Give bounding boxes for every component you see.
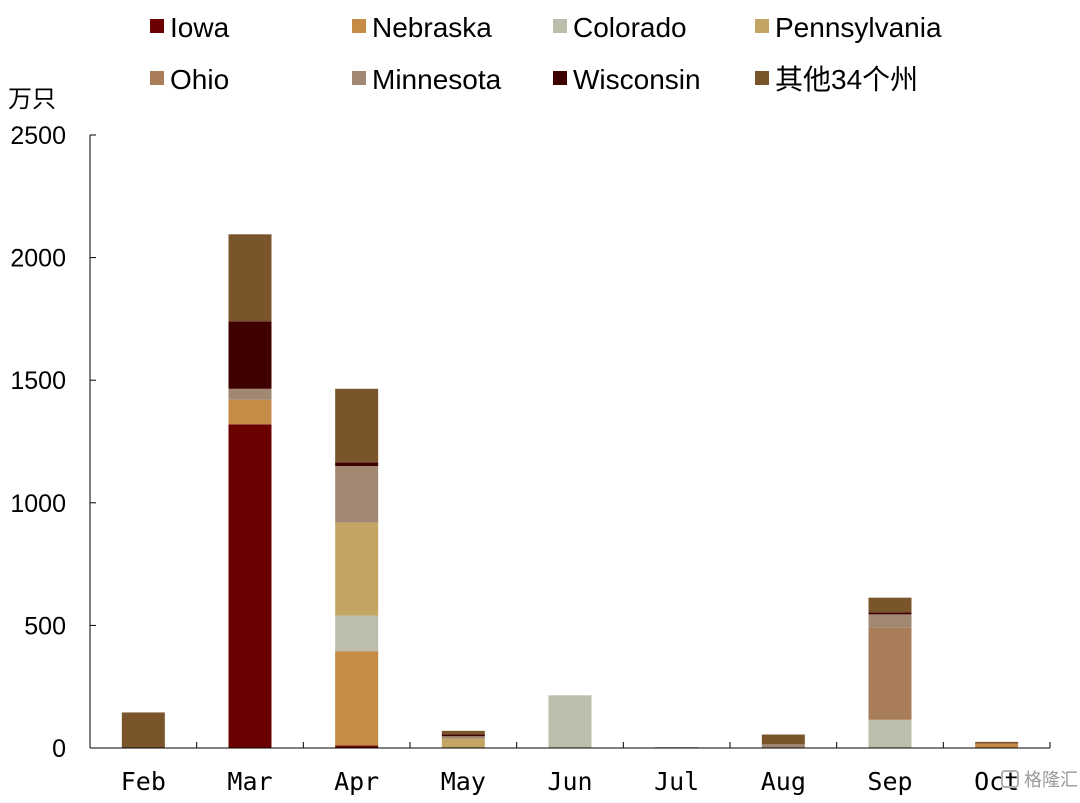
bar-segment <box>228 321 272 389</box>
legend-label: Minnesota <box>372 64 502 95</box>
legend-swatch <box>755 19 769 33</box>
bar-segment <box>228 388 272 400</box>
legend: Iowa Nebraska Colorado Pennsylvania Ohio Minn… <box>150 12 942 95</box>
bar-segment <box>228 234 272 322</box>
bar-segment <box>335 615 379 652</box>
legend-swatch <box>352 19 366 33</box>
bar-segment <box>121 712 165 748</box>
legend-swatch <box>553 71 567 85</box>
bar-segment <box>335 651 379 746</box>
watermark-text: 格隆汇 <box>1024 770 1078 791</box>
bars <box>121 234 1019 749</box>
bar-segment <box>975 741 1019 744</box>
legend-swatch <box>150 19 164 33</box>
x-tick-label: Apr <box>334 767 379 796</box>
legend-label: Wisconsin <box>573 64 701 95</box>
legend-label: Iowa <box>170 12 230 43</box>
bar-segment <box>228 399 272 425</box>
legend-label: Pennsylvania <box>775 12 942 43</box>
bar-segment <box>228 424 272 748</box>
bar-segment <box>441 730 485 735</box>
y-tick-label: 500 <box>24 612 66 640</box>
x-tick-label: Aug <box>761 767 806 796</box>
bar-segment <box>441 734 485 737</box>
legend-label: Colorado <box>573 12 687 43</box>
y-tick-label: 2000 <box>10 245 66 273</box>
bar-segment <box>441 736 485 739</box>
watermark-logo-icon <box>1001 770 1019 788</box>
y-tick-label: 0 <box>52 735 66 763</box>
y-tick-label: 2500 <box>10 122 66 150</box>
legend-label: Ohio <box>170 64 229 95</box>
bar-segment <box>868 597 912 613</box>
legend-label: 其他34个州 <box>775 64 918 95</box>
legend-swatch <box>755 71 769 85</box>
bar-segment <box>868 614 912 628</box>
axes: 0 500 1000 1500 2000 2500 Feb Mar Apr May Jun Jul Au… <box>10 122 1051 796</box>
bar-segment <box>868 612 912 615</box>
y-unit-label: 万只 <box>8 85 56 113</box>
y-tick-label: 1500 <box>10 367 66 395</box>
bar-segment <box>335 522 379 616</box>
bar-segment <box>335 388 379 463</box>
bar-segment <box>868 627 912 720</box>
legend-swatch <box>553 19 567 33</box>
x-tick-label: Mar <box>227 767 272 796</box>
watermark: 格隆汇 <box>1001 770 1078 791</box>
bar-segment <box>548 695 592 748</box>
bar-segment <box>335 745 379 748</box>
legend-swatch <box>352 71 366 85</box>
bar-segment <box>975 743 1019 748</box>
x-tick-label: Jun <box>547 767 592 796</box>
legend-label: Nebraska <box>372 12 492 43</box>
bar-segment <box>335 462 379 467</box>
bar-segment <box>441 738 485 748</box>
x-tick-label: May <box>441 767 486 796</box>
legend-swatch <box>150 71 164 85</box>
bar-segment <box>868 719 912 748</box>
bar-segment <box>761 734 805 745</box>
y-tick-label: 1000 <box>10 490 66 518</box>
x-tick-label: Sep <box>867 767 912 796</box>
bar-segment <box>335 466 379 523</box>
x-tick-label: Jul <box>654 767 699 796</box>
bar-segment <box>761 744 805 748</box>
x-tick-label: Feb <box>121 767 166 796</box>
